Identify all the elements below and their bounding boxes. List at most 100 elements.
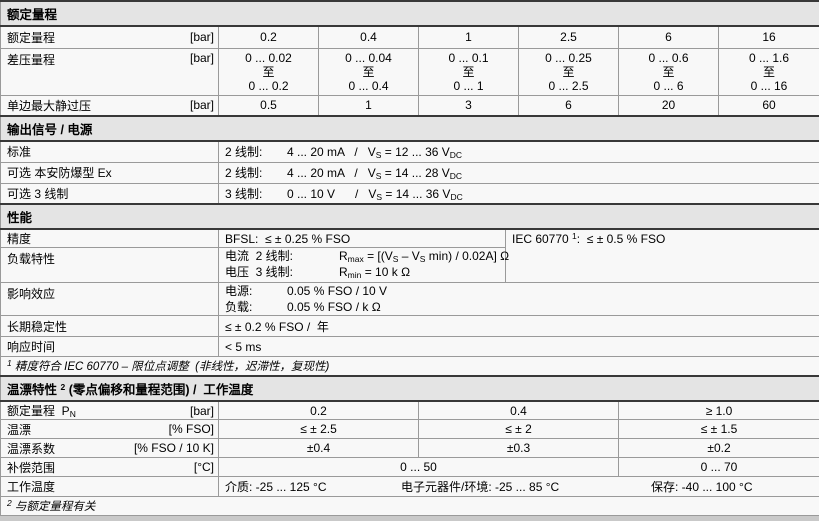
value-cell: ±0.4 [219,439,419,458]
row-accuracy: 精度 BFSL: ≤ ± 0.25 % FSO IEC 60770 1: ≤ ±… [1,229,819,248]
wire-type-label: 2 线制: [225,164,287,181]
influence-supply-line: 电源:0.05 % FSO / 10 V [225,283,819,299]
max-overpressure-label-cell: 单边最大静过压 [bar] [1,95,219,116]
row-max-overpressure: 单边最大静过压[bar] 0.5 1 3 6 20 60 [1,95,819,116]
operating-temperature-label-cell: 工作温度 [1,477,219,497]
row-label: 额定量程 [7,29,55,46]
value-cell: 0.2 [219,401,419,420]
row-label: 差压量程 [7,51,55,68]
value-cell: ±0.3 [419,439,619,458]
row-ex-option: 可选 本安防爆型 Ex 2 线制:4 ... 20 mA / VS = 14 .… [1,162,819,183]
value-cell: 0 ... 0.04 至 0 ... 0.4 [319,48,419,95]
load-voltage-line: 电压 3 线制:Rmin = 10 k Ω [225,264,505,280]
value-cell: 0 ... 50 [219,458,619,477]
row-label: 补偿范围 [7,459,55,476]
value-cell: 0.2 [219,26,319,48]
load-voltage-formula: Rmin = 10 k Ω [339,265,410,279]
footnote-2-text: 2 与额定量程有关 [7,501,95,513]
row-label: 负载特性 [7,252,55,266]
section-header-performance: 性能 [1,204,819,229]
rated-range-label-cell: 额定量程 [bar] [1,26,219,48]
row-rated-range: 额定量程[bar] 0.2 0.4 1 2.5 6 16 [1,26,819,48]
value-cell: ≥ 1.0 [619,401,819,420]
response-label-cell: 响应时间 [1,337,219,357]
load-current-formula: Rmax = [(VS – VS min) / 0.02A] Ω [339,249,509,263]
row-label: 精度 [7,232,31,246]
section-title-output-signal: 输出信号 / 电源 [1,116,819,141]
standard-signal-cell: 2 线制:4 ... 20 mA / VS = 12 ... 36 VDC [219,141,819,162]
section-header-output-signal: 输出信号 / 电源 [1,116,819,141]
value-cell: 0 ... 0.25 至 0 ... 2.5 [519,48,619,95]
wire-type-label: 2 线制: [225,143,287,160]
value-cell: 2.5 [519,26,619,48]
three-wire-label-cell: 可选 3 线制 [1,183,219,204]
value-cell: ≤ ± 1.5 [619,420,819,439]
unit-label: [% FSO] [169,422,214,436]
influence-load-value: 0.05 % FSO / k Ω [287,300,381,314]
value-cell: ≤ ± 2 [419,420,619,439]
drift-coefficient-label-cell: 温漂系数[% FSO / 10 K] [1,439,219,458]
row-label: 工作温度 [7,480,55,494]
row-long-term-stability: 长期稳定性 ≤ ± 0.2 % FSO / 年 [1,316,819,337]
row-standard-signal: 标准 2 线制:4 ... 20 mA / VS = 12 ... 36 VDC [1,141,819,162]
influence-load-label: 负载: [225,299,287,315]
row-footnote-2: 2 与额定量程有关 [1,497,819,516]
value-cell: 6 [519,95,619,116]
signal-spec: 4 ... 20 mA / VS = 14 ... 28 VDC [287,166,462,180]
row-footnote-1: 1 精度符合 IEC 60770 – 限位点调整 (非线性，迟滞性，复现性) [1,357,819,377]
value-cell: 0.5 [219,95,319,116]
unit-label: [bar] [190,51,214,65]
value-cell: 0.4 [319,26,419,48]
footnote-2-cell: 2 与额定量程有关 [1,497,819,516]
row-label: 长期稳定性 [7,320,67,334]
value-cell: 0 ... 1.6 至 0 ... 16 [719,48,819,95]
row-compensated-range: 补偿范围[°C] 0 ... 50 0 ... 70 [1,458,819,477]
row-label: 响应时间 [7,340,55,354]
wire-type-label: 3 线制: [225,185,287,202]
compensated-range-label-cell: 补偿范围[°C] [1,458,219,477]
response-value-cell: < 5 ms [219,337,819,357]
stability-value-cell: ≤ ± 0.2 % FSO / 年 [219,316,819,337]
footnote-1-text: 1 精度符合 IEC 60770 – 限位点调整 (非线性，迟滞性，复现性) [7,361,329,373]
row-label: 可选 3 线制 [7,187,68,201]
thermal-drift-label-cell: 温漂[% FSO] [1,420,219,439]
value-cell: 0 ... 0.1 至 0 ... 1 [419,48,519,95]
row-drift-coefficient: 温漂系数[% FSO / 10 K] ±0.4 ±0.3 ±0.2 [1,439,819,458]
accuracy-bfsl-cell: BFSL: ≤ ± 0.25 % FSO [219,229,506,248]
value-cell: 0 ... 0.02 至 0 ... 0.2 [219,48,319,95]
influence-source-label: 电源: [225,283,287,299]
unit-label: [bar] [190,98,214,112]
section-header-temperature: 温漂特性 2 (零点偏移和量程范围) / 工作温度 [1,376,819,401]
row-label: 影响效应 [7,287,55,301]
value-cell: 16 [719,26,819,48]
accuracy-label-cell: 精度 [1,229,219,248]
accuracy-iec-spec: IEC 60770 1: ≤ ± 0.5 % FSO [512,232,665,246]
three-wire-signal-cell: 3 线制:0 ... 10 V / VS = 14 ... 36 VDC [219,183,819,204]
value-cell: 60 [719,95,819,116]
ex-signal-cell: 2 线制:4 ... 20 mA / VS = 14 ... 28 VDC [219,162,819,183]
electronics-temperature: 电子元器件/环境: -25 ... 85 °C [401,478,619,495]
row-label: 单边最大静过压 [7,97,91,114]
nominal-pressure-label-cell: 额定量程 PN[bar] [1,401,219,420]
wire-type-label: 电压 3 线制: [225,264,339,280]
stability-label-cell: 长期稳定性 [1,316,219,337]
unit-label: [% FSO / 10 K] [134,441,214,455]
wire-type-label: 电流 2 线制: [225,248,339,264]
influence-supply-value: 0.05 % FSO / 10 V [287,284,387,298]
row-three-wire-option: 可选 3 线制 3 线制:0 ... 10 V / VS = 14 ... 36… [1,183,819,204]
load-label-cell: 负载特性 [1,248,219,283]
temperature-title-text: 温漂特性 2 (零点偏移和量程范围) / 工作温度 [7,383,253,397]
section-title-temperature: 温漂特性 2 (零点偏移和量程范围) / 工作温度 [1,376,819,401]
page-bottom-strip [0,516,819,521]
value-cell: 3 [419,95,519,116]
section-title-rated-range: 额定量程 [1,1,819,26]
storage-temperature: 保存: -40 ... 100 °C [619,478,753,495]
load-current-line: 电流 2 线制:Rmax = [(VS – VS min) / 0.02A] Ω [225,248,505,264]
unit-label: [bar] [190,30,214,44]
row-influence-effects: 影响效应 电源:0.05 % FSO / 10 V 负载:0.05 % FSO … [1,283,819,316]
influence-spec-cell: 电源:0.05 % FSO / 10 V 负载:0.05 % FSO / k Ω [219,283,819,316]
value-cell: 20 [619,95,719,116]
